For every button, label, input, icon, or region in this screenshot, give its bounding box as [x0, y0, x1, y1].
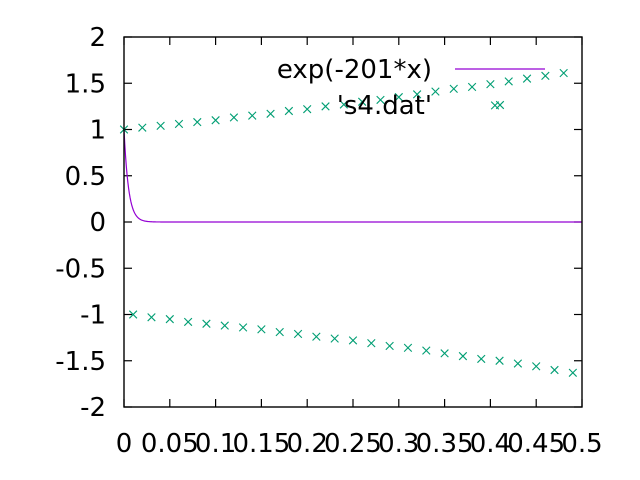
series-layer: [119, 68, 582, 377]
y-tick-label: -0.5: [55, 254, 106, 284]
data-point: [449, 84, 458, 93]
x-tick-label: 0.3: [378, 429, 419, 459]
data-point: [183, 317, 193, 327]
x-tick-label: 0.15: [232, 429, 290, 459]
data-point: [266, 109, 275, 118]
x-tick-label: 0.35: [416, 429, 474, 459]
data-point: [513, 359, 523, 368]
data-point: [385, 341, 394, 351]
y-tick-label: 0.5: [65, 162, 106, 192]
data-point: [376, 95, 385, 105]
legend-swatch-marker: [495, 100, 505, 110]
y-tick-label: -2: [80, 393, 106, 423]
data-point: [522, 74, 532, 83]
series-line-exp: [123, 129, 582, 223]
data-point: [458, 351, 468, 361]
data-point: [403, 343, 413, 352]
legend-label: 's4.dat': [337, 91, 432, 121]
data-point: [532, 362, 541, 371]
y-tick-label: 2: [89, 23, 106, 53]
data-point: [147, 313, 156, 322]
data-point: [422, 346, 431, 355]
data-point: [238, 323, 248, 332]
data-point: [412, 90, 422, 99]
x-tick-label: 0.45: [507, 429, 565, 459]
data-point: [257, 325, 266, 334]
x-tick-label: 0.4: [470, 429, 511, 459]
series-scatter-s4: [119, 68, 578, 377]
data-point: [229, 113, 239, 122]
legend-label: exp(-201*x): [277, 55, 432, 85]
data-point: [541, 71, 550, 81]
y-tick-label: -1.5: [55, 347, 106, 377]
data-point: [348, 336, 358, 345]
y-tick-label: 0: [89, 208, 106, 238]
x-tick-label: 0.25: [324, 429, 382, 459]
data-point: [550, 365, 559, 375]
data-point: [339, 100, 349, 109]
data-point: [467, 82, 477, 92]
legend: exp(-201*x) 's4.dat': [277, 55, 545, 121]
data-point: [284, 106, 294, 116]
data-point: [486, 79, 495, 89]
data-point: [202, 319, 211, 328]
data-point: [156, 121, 165, 130]
data-point: [312, 332, 321, 341]
data-point: [293, 329, 303, 339]
data-point: [138, 123, 147, 132]
data-point: [174, 119, 184, 129]
data-point: [330, 334, 339, 343]
y-tick-label: 1.5: [65, 69, 106, 99]
data-point: [504, 77, 513, 86]
data-point: [357, 97, 367, 106]
y-tick-label: 1: [89, 116, 106, 146]
data-point: [394, 92, 403, 102]
data-point: [275, 327, 284, 337]
data-point: [431, 87, 440, 96]
tick-labels-layer: 0 0.050.10.150.20.250.30.350.40.450.5-2-1…: [55, 23, 602, 459]
data-point: [248, 111, 257, 120]
x-tick-label: 0: [116, 429, 133, 459]
x-tick-label: 0.5: [561, 429, 602, 459]
data-point: [559, 68, 568, 78]
data-point: [220, 321, 229, 330]
data-point: [128, 310, 138, 319]
data-point: [165, 314, 174, 324]
data-point: [211, 116, 220, 125]
data-point: [568, 368, 578, 377]
plot-frame: [123, 36, 583, 408]
y-tick-label: -1: [80, 301, 106, 331]
data-point: [440, 349, 449, 358]
data-point: [367, 338, 376, 348]
data-point: [495, 356, 504, 365]
x-tick-label: 0.05: [141, 429, 199, 459]
data-point: [477, 354, 486, 364]
data-point: [303, 104, 312, 114]
x-tick-label: 0.1: [195, 429, 236, 459]
data-point: [321, 102, 330, 111]
x-tick-label: 0.2: [287, 429, 328, 459]
data-point: [193, 117, 202, 127]
